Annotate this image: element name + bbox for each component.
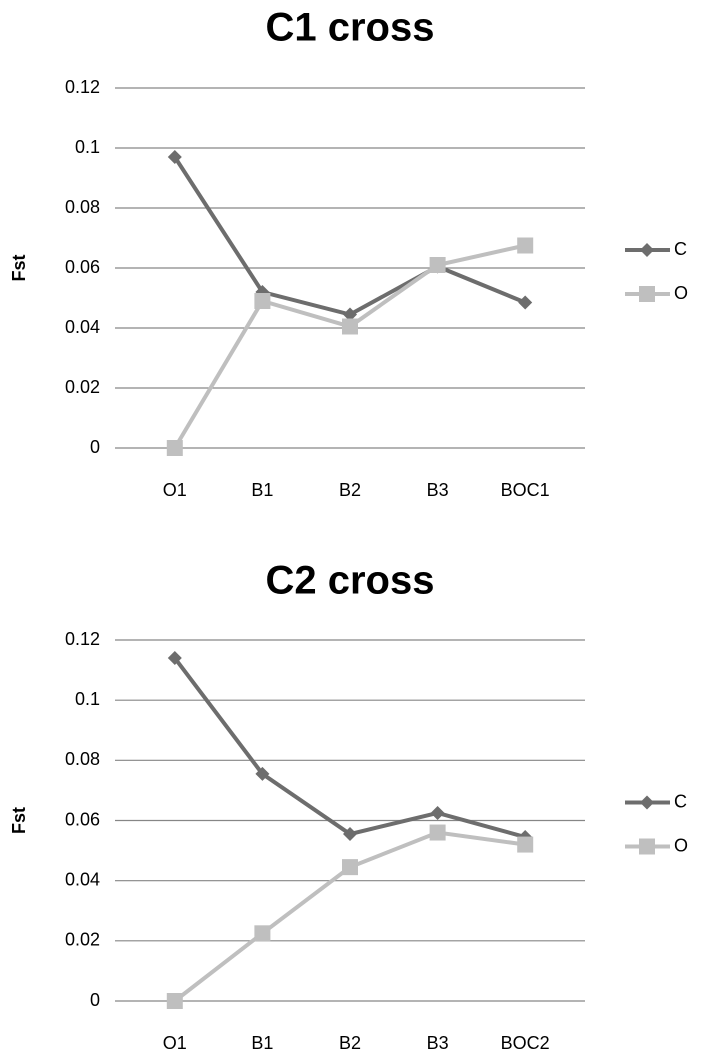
- x-tick-label: B1: [251, 1033, 273, 1053]
- y-tick-label: 0.1: [75, 689, 100, 709]
- marker: [429, 257, 446, 273]
- chart-title: C2 cross: [266, 559, 435, 603]
- chart-title: C1 cross: [266, 6, 435, 50]
- legend-marker: [640, 795, 654, 810]
- y-tick-label: 0.1: [75, 137, 100, 157]
- x-tick-label: BOC2: [501, 1033, 550, 1053]
- marker: [167, 150, 182, 164]
- marker: [342, 859, 358, 876]
- marker: [429, 824, 446, 841]
- x-tick-label: B2: [339, 480, 361, 500]
- legend-marker: [639, 838, 655, 855]
- x-tick-label: B3: [427, 480, 449, 500]
- series-line: [173, 243, 526, 450]
- y-tick-label: 0.08: [65, 749, 100, 769]
- x-tick-label: O1: [163, 480, 187, 500]
- series-line: [173, 656, 526, 839]
- y-tick-label: 0: [90, 437, 100, 457]
- y-axis-label: Fst: [9, 254, 29, 281]
- marker: [518, 295, 533, 310]
- y-tick-label: 0.06: [65, 809, 100, 829]
- y-tick-label: 0.12: [65, 77, 100, 97]
- marker: [517, 836, 534, 853]
- y-tick-label: 0.04: [65, 317, 100, 337]
- x-tick-label: B1: [251, 480, 273, 500]
- legend-label: C: [674, 239, 687, 259]
- marker: [517, 237, 534, 254]
- marker: [166, 993, 183, 1009]
- y-tick-label: 0.02: [65, 377, 100, 397]
- x-tick-label: B3: [427, 1033, 449, 1053]
- y-tick-label: 0: [90, 990, 100, 1010]
- legend-label: C: [674, 791, 687, 811]
- y-tick-label: 0.08: [65, 197, 100, 217]
- y-tick-label: 0.02: [65, 930, 100, 950]
- legend-marker: [639, 286, 655, 302]
- marker: [167, 651, 182, 666]
- y-tick-label: 0.06: [65, 257, 100, 277]
- series-line: [173, 830, 526, 1003]
- y-tick-label: 0.04: [65, 869, 100, 889]
- marker: [255, 766, 270, 781]
- series-line: [173, 155, 526, 317]
- x-tick-label: BOC1: [501, 480, 550, 500]
- marker: [166, 440, 183, 456]
- x-tick-label: B2: [339, 1033, 361, 1053]
- marker: [254, 293, 271, 309]
- legend-marker: [640, 243, 654, 257]
- legend-label: O: [674, 283, 688, 303]
- marker: [343, 827, 357, 842]
- marker: [342, 318, 358, 335]
- y-tick-label: 0.12: [65, 629, 100, 649]
- marker: [254, 925, 271, 942]
- y-axis-label: Fst: [9, 807, 29, 834]
- legend-label: O: [674, 835, 688, 855]
- marker: [343, 307, 357, 322]
- x-tick-label: O1: [163, 1033, 187, 1053]
- marker: [430, 805, 445, 820]
